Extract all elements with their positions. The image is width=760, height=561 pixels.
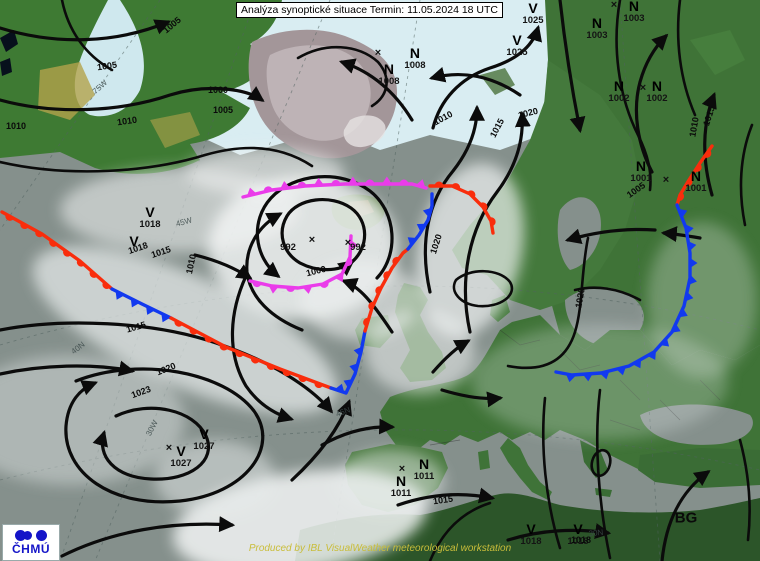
front-symbol-warm [480, 202, 488, 211]
land-canada [0, 0, 282, 174]
front-symbol-cold [616, 366, 626, 376]
front-symbol-cold [407, 237, 417, 246]
front-symbol-warm [263, 186, 273, 192]
front-symbol-warm [76, 259, 85, 267]
front-symbol-cold [565, 373, 576, 383]
front-occluded-inner [248, 234, 353, 290]
front-symbol-cold [302, 285, 313, 294]
front-symbol-cold [416, 223, 426, 233]
front-symbol-warm [174, 320, 183, 327]
front-symbol-warm [368, 301, 375, 311]
front-symbol-cold [347, 176, 358, 184]
front-symbol-warm [694, 163, 702, 172]
front-symbol-warm [383, 271, 390, 280]
front-symbol-cold [268, 285, 279, 294]
front-symbol-cold [582, 373, 593, 382]
front-symbol-warm [704, 149, 712, 158]
front-symbol-warm [250, 357, 260, 364]
front-symbol-warm [204, 335, 214, 343]
front-symbol-cold [280, 180, 291, 190]
front-symbol-cold [599, 370, 610, 380]
front-symbol-cold [353, 346, 363, 357]
front-symbol-warm [286, 287, 296, 292]
analysis-title: Analýza synoptické situace Termin: 11.05… [241, 4, 498, 16]
front-symbol-warm [678, 192, 685, 201]
front-symbol-warm [189, 328, 198, 335]
front-cold-eastern [554, 203, 692, 377]
front-symbol-warm [5, 214, 14, 221]
chmu-logo: ČHMÚ [2, 524, 60, 561]
front-symbol-warm [314, 381, 324, 388]
front-symbol-cold [688, 275, 697, 285]
front-symbol-cold [678, 208, 688, 219]
front-occluded-main [241, 182, 428, 199]
front-symbol-warm [399, 179, 409, 184]
front-symbol-warm [89, 270, 98, 278]
chmu-logo-text: ČHMÚ [12, 542, 50, 557]
chmu-logo-icon [15, 529, 47, 542]
front-symbol-cold [678, 308, 688, 318]
front-cold-atlantic-short [110, 287, 173, 320]
title-bar: Analýza synoptické situace Termin: 11.05… [236, 2, 503, 18]
front-symbol-cold [632, 359, 642, 369]
front-symbol-warm [451, 183, 461, 190]
front-symbol-warm [282, 370, 292, 377]
front-symbol-cold [415, 179, 426, 188]
front-symbol-warm [490, 217, 496, 227]
front-symbol-warm [467, 190, 476, 199]
front-symbol-cold [690, 257, 698, 268]
front-symbol-warm [20, 222, 29, 230]
front-cold-biscay [329, 329, 367, 395]
front-symbol-cold [246, 187, 257, 197]
front-symbol-cold [350, 239, 359, 250]
land-africa [295, 493, 760, 561]
front-symbol-cold [422, 207, 432, 218]
front-warm-norwegian [428, 184, 495, 235]
front-symbol-warm [266, 363, 276, 370]
front-symbol-warm [298, 375, 308, 383]
front-symbol-warm [685, 177, 693, 187]
front-symbol-warm [297, 181, 307, 187]
front-symbol-cold [313, 177, 324, 186]
producer-credit: Produced by IBL VisualWeather meteorolog… [248, 543, 512, 554]
front-symbol-cold [130, 298, 140, 308]
front-symbol-warm [375, 286, 382, 295]
front-symbol-warm [392, 256, 400, 266]
front-symbol-cold [349, 363, 358, 373]
front-symbol-cold [334, 273, 344, 283]
front-symbol-warm [252, 281, 262, 288]
front-symbol-cold [647, 350, 656, 360]
front-symbol-cold [161, 313, 171, 323]
front-symbol-warm [235, 350, 244, 358]
front-symbol-warm [35, 230, 44, 238]
front-warm-atlantic-east [169, 316, 333, 390]
front-symbol-warm [365, 179, 375, 184]
front-symbol-warm [63, 249, 72, 257]
front-symbol-cold [671, 323, 681, 333]
front-symbol-cold [381, 176, 392, 184]
front-symbol-cold [115, 290, 125, 300]
front-symbol-warm [331, 179, 341, 185]
front-symbol-warm [319, 281, 329, 288]
front-symbol-cold [146, 305, 156, 315]
front-symbol-warm [49, 239, 58, 247]
front-symbol-warm [363, 317, 369, 327]
front-symbol-warm [434, 181, 444, 186]
front-symbol-cold [334, 383, 345, 393]
front-warm-irish [363, 247, 410, 333]
front-symbol-cold [688, 241, 697, 252]
front-symbol-cold [685, 224, 694, 235]
front-symbol-warm [102, 281, 111, 290]
front-symbol-cold [684, 291, 694, 302]
front-warm-atlantic-west [0, 210, 114, 291]
front-symbol-warm [219, 343, 229, 351]
front-symbol-cold [660, 337, 670, 347]
front-symbol-cold [343, 379, 353, 389]
